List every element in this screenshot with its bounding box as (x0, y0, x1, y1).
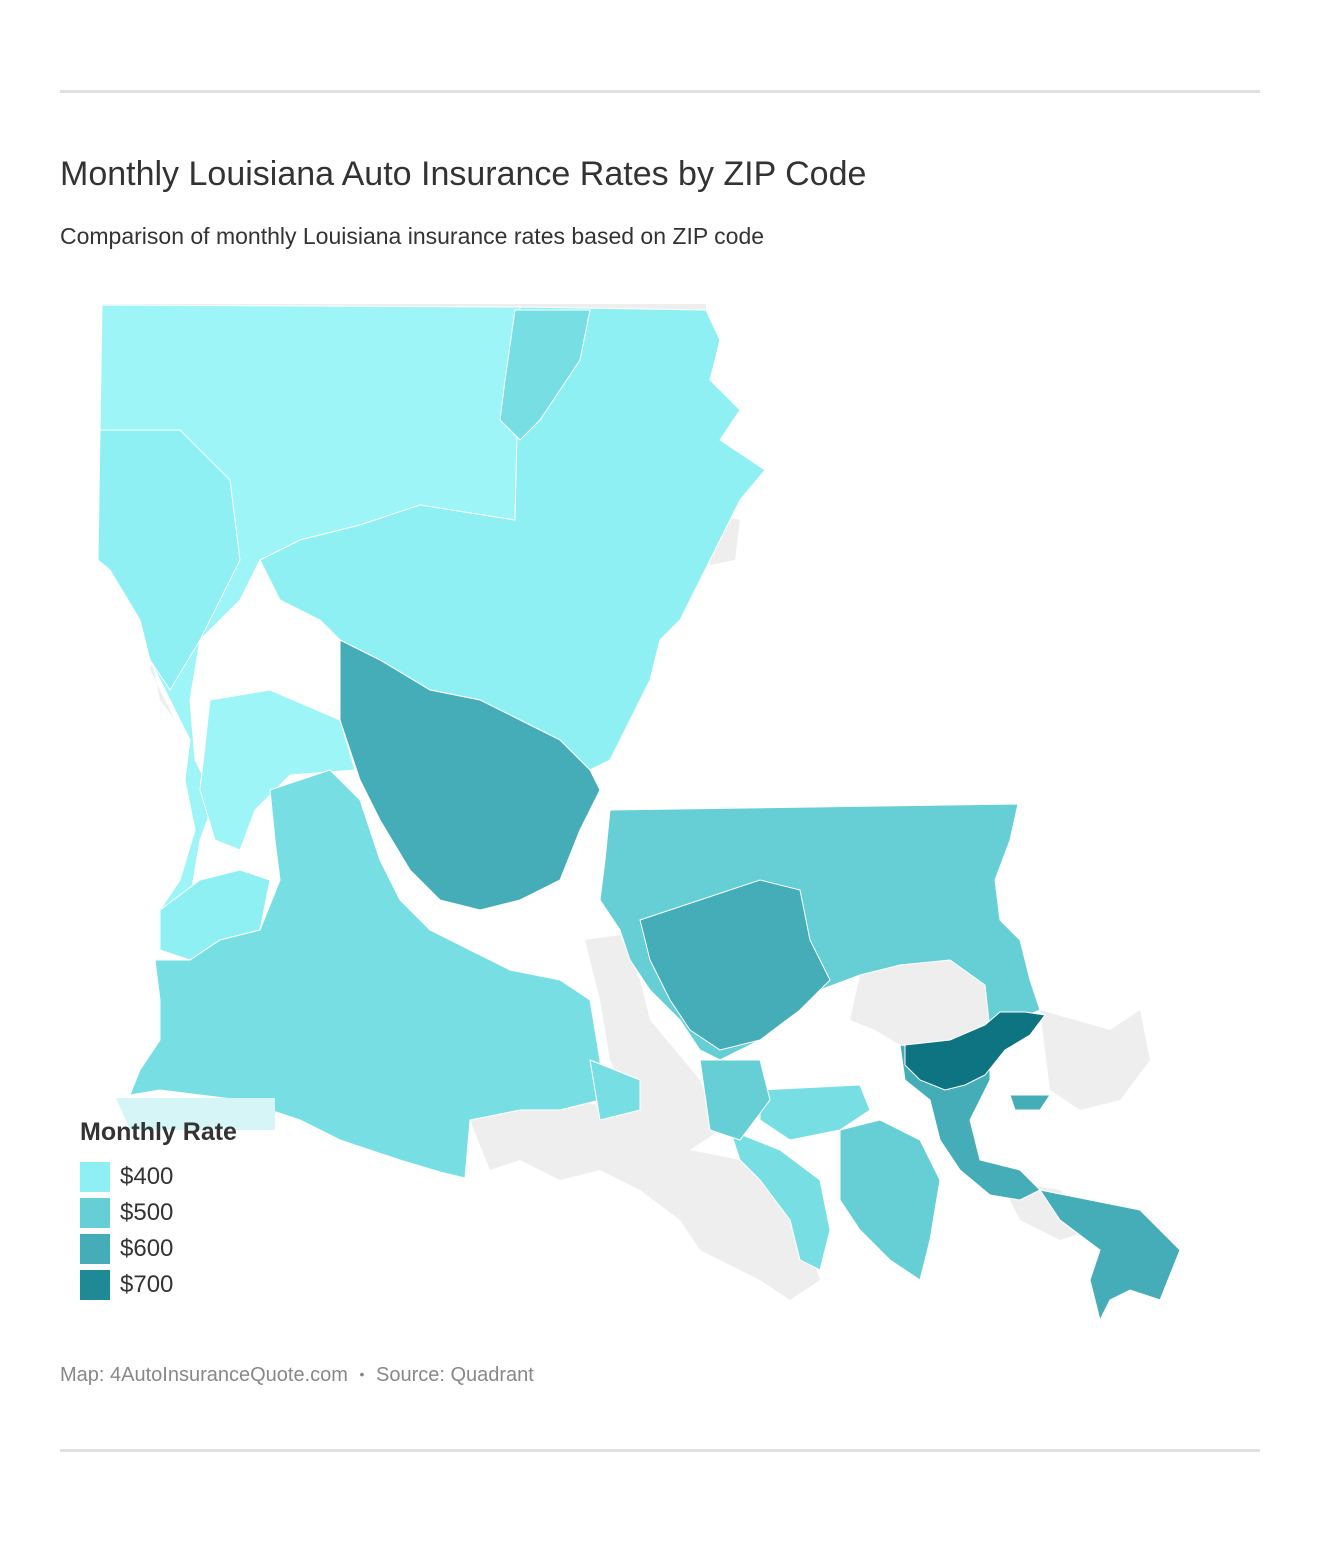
legend-swatch (80, 1234, 110, 1264)
chart-title: Monthly Louisiana Auto Insurance Rates b… (60, 155, 867, 193)
legend-label: $500 (120, 1199, 174, 1226)
chart-subtitle: Comparison of monthly Louisiana insuranc… (60, 223, 765, 249)
bottom-divider (60, 1449, 1260, 1452)
legend-swatch (80, 1198, 110, 1228)
legend-label: $600 (120, 1235, 174, 1262)
legend-swatch (80, 1270, 110, 1300)
footer-credits: Map: 4AutoInsuranceQuote.com • Source: Q… (60, 1364, 534, 1387)
legend-title: Monthly Rate (80, 1118, 237, 1146)
legend-item: $400 (80, 1159, 237, 1195)
zip-regions-low (97, 306, 766, 961)
top-divider (60, 90, 1260, 93)
zip-regions-highest (904, 1011, 1046, 1091)
source-credit: Source: Quadrant (375, 1364, 534, 1386)
legend-swatch (80, 1162, 110, 1192)
louisiana-map (97, 304, 1181, 1322)
legend-label: $400 (120, 1163, 174, 1190)
map-credit: Map: 4AutoInsuranceQuote.com (60, 1364, 348, 1386)
legend-label: $700 (120, 1271, 174, 1298)
legend-item: $500 (80, 1195, 237, 1231)
coastal-inlet (116, 1098, 275, 1130)
legend: Monthly Rate $400 $500 $600 $700 (80, 1118, 237, 1303)
separator: • (359, 1366, 365, 1382)
legend-item: $600 (80, 1231, 237, 1267)
legend-item: $700 (80, 1267, 237, 1303)
zip-regions-mid (129, 309, 871, 1271)
